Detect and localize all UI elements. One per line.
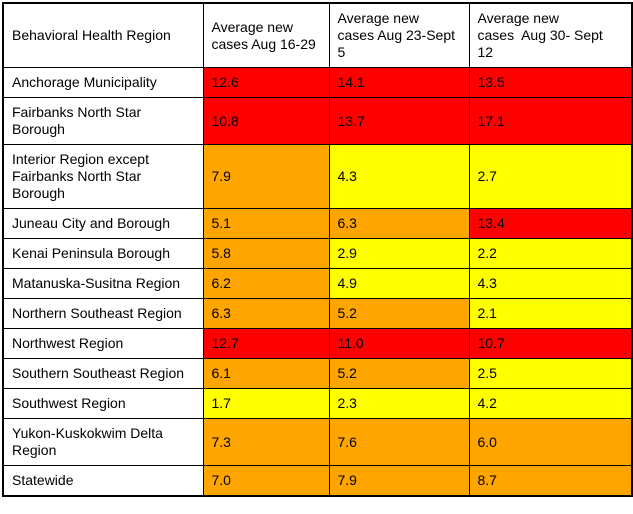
column-header-region: Behavioral Health Region [2, 2, 204, 68]
table-row: Statewide 7.0 7.9 8.7 [2, 465, 633, 497]
value-cell: 10.8 [202, 97, 330, 145]
value-cell: 7.6 [328, 418, 470, 466]
region-cell: Interior Region except Fairbanks North S… [2, 144, 204, 209]
value-cell: 4.2 [468, 388, 633, 419]
table-row: Southwest Region 1.7 2.3 4.2 [2, 388, 633, 419]
region-cell: Kenai Peninsula Borough [2, 238, 204, 269]
table-row: Interior Region except Fairbanks North S… [2, 144, 633, 209]
value-cell: 5.1 [202, 208, 330, 239]
value-cell: 10.7 [468, 328, 633, 359]
value-cell: 4.3 [328, 144, 470, 209]
region-cell: Southern Southeast Region [2, 358, 204, 389]
column-header-aug16-29: Average new cases Aug 16-29 [202, 2, 330, 68]
region-cell: Yukon-Kuskokwim Delta Region [2, 418, 204, 466]
value-cell: 2.1 [468, 298, 633, 329]
value-cell: 1.7 [202, 388, 330, 419]
value-cell: 5.2 [328, 358, 470, 389]
value-cell: 2.5 [468, 358, 633, 389]
value-cell: 8.7 [468, 465, 633, 497]
value-cell: 17.1 [468, 97, 633, 145]
region-cell: Anchorage Municipality [2, 67, 204, 98]
value-cell: 6.3 [202, 298, 330, 329]
region-cell: Juneau City and Borough [2, 208, 204, 239]
region-cell: Southwest Region [2, 388, 204, 419]
table-row: Southern Southeast Region 6.1 5.2 2.5 [2, 358, 633, 389]
table-row: Anchorage Municipality 12.6 14.1 13.5 [2, 67, 633, 98]
table-row: Juneau City and Borough 5.1 6.3 13.4 [2, 208, 633, 239]
value-cell: 2.7 [468, 144, 633, 209]
value-cell: 7.3 [202, 418, 330, 466]
table-row: Matanuska-Susitna Region 6.2 4.9 4.3 [2, 268, 633, 299]
table-row: Fairbanks North Star Borough 10.8 13.7 17.1 [2, 97, 633, 145]
value-cell: 13.7 [328, 97, 470, 145]
header-row: Behavioral Health Region Average new cas… [2, 2, 633, 68]
value-cell: 6.0 [468, 418, 633, 466]
value-cell: 4.3 [468, 268, 633, 299]
table-row: Northwest Region 12.7 11.0 10.7 [2, 328, 633, 359]
value-cell: 2.9 [328, 238, 470, 269]
value-cell: 11.0 [328, 328, 470, 359]
value-cell: 6.1 [202, 358, 330, 389]
value-cell: 14.1 [328, 67, 470, 98]
value-cell: 2.3 [328, 388, 470, 419]
value-cell: 12.6 [202, 67, 330, 98]
table-row: Yukon-Kuskokwim Delta Region 7.3 7.6 6.0 [2, 418, 633, 466]
value-cell: 7.9 [202, 144, 330, 209]
table-row: Kenai Peninsula Borough 5.8 2.9 2.2 [2, 238, 633, 269]
region-cell: Northwest Region [2, 328, 204, 359]
table-row: Northern Southeast Region 6.3 5.2 2.1 [2, 298, 633, 329]
value-cell: 4.9 [328, 268, 470, 299]
region-cell: Matanuska-Susitna Region [2, 268, 204, 299]
region-cell: Statewide [2, 465, 204, 497]
region-cell: Fairbanks North Star Borough [2, 97, 204, 145]
table-body: Anchorage Municipality 12.6 14.1 13.5 Fairba… [2, 67, 633, 497]
column-header-aug30-sept12: Average new cases Aug 30- Sept 12 [468, 2, 633, 68]
value-cell: 13.5 [468, 67, 633, 98]
value-cell: 7.9 [328, 465, 470, 497]
value-cell: 6.3 [328, 208, 470, 239]
value-cell: 2.2 [468, 238, 633, 269]
value-cell: 13.4 [468, 208, 633, 239]
column-header-aug23-sept5: Average new cases Aug 23-Sept 5 [328, 2, 470, 68]
cases-table: Behavioral Health Region Average new cas… [2, 2, 633, 497]
value-cell: 5.2 [328, 298, 470, 329]
value-cell: 7.0 [202, 465, 330, 497]
value-cell: 12.7 [202, 328, 330, 359]
region-cell: Northern Southeast Region [2, 298, 204, 329]
value-cell: 5.8 [202, 238, 330, 269]
value-cell: 6.2 [202, 268, 330, 299]
